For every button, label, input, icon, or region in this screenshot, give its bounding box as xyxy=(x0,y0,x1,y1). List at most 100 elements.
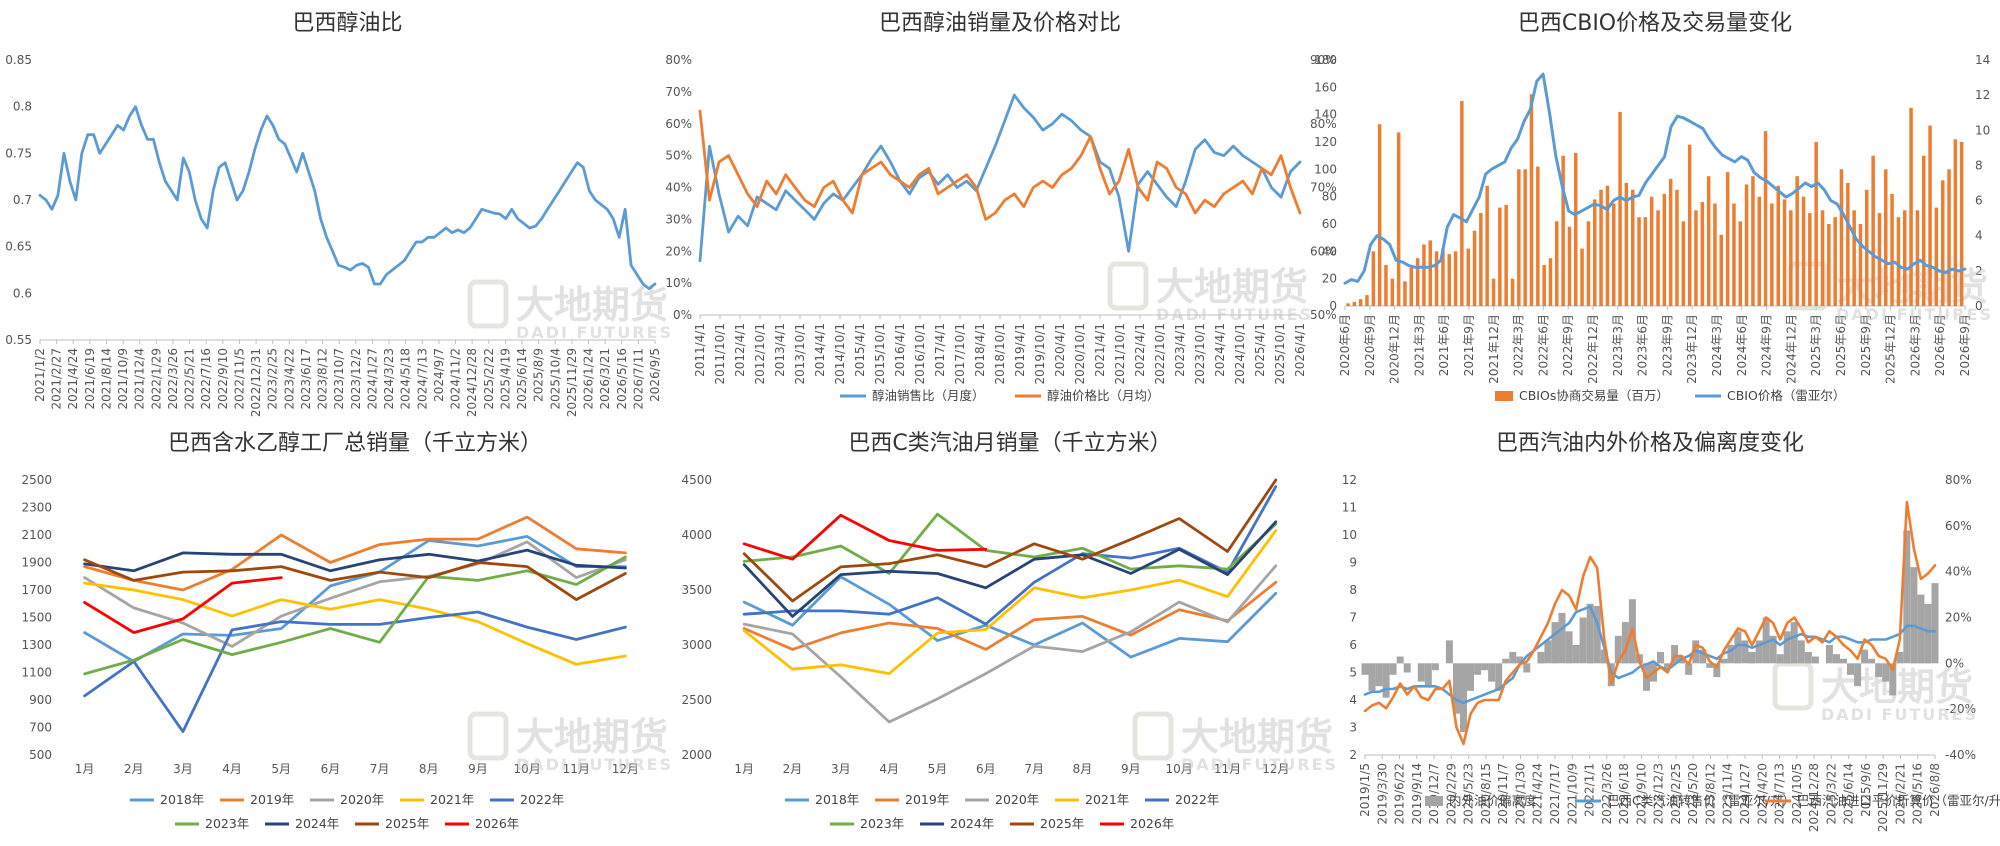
y-tick-label: 1100 xyxy=(21,666,52,680)
watermark-logo-icon xyxy=(467,279,509,329)
y2-tick-label: -40% xyxy=(1945,748,1976,762)
deviation-area-bar xyxy=(1614,635,1622,664)
legend-label: CBIOs协商交易量（百万） xyxy=(1519,388,1669,403)
volume-bar xyxy=(1485,185,1489,306)
x-tick-label: 2026/9/5 xyxy=(648,348,662,402)
x-tick-label: 2021/6/19 xyxy=(83,348,97,410)
volume-bar xyxy=(1719,234,1723,306)
y2-tick-label: 20% xyxy=(1945,611,1972,625)
volume-bar xyxy=(1441,248,1445,306)
x-tick-label: 4月 xyxy=(222,762,242,776)
deviation-area-bar xyxy=(1375,663,1383,687)
y-tick-label: 2500 xyxy=(681,693,712,707)
volume-bar xyxy=(1377,124,1382,306)
volume-bar xyxy=(1941,180,1945,306)
volume-bar xyxy=(1763,131,1768,306)
volume-bar xyxy=(1808,213,1812,306)
x-tick-label: 2021/7/17 xyxy=(1548,763,1562,825)
watermark-cn: 大地期货 xyxy=(1821,665,1973,709)
volume-bar xyxy=(1409,267,1413,306)
volume-bar xyxy=(1498,207,1502,306)
x-tick-label: 2019/12/7 xyxy=(1427,763,1441,825)
x-tick-label: 2026/4/1 xyxy=(1293,323,1307,377)
deviation-area-bar xyxy=(1488,663,1496,682)
deviation-area-bar xyxy=(1579,617,1587,664)
x-tick-label: 2020/5/23 xyxy=(1462,763,1476,825)
x-tick-label: 2024/7/13 xyxy=(415,348,429,410)
deviation-area-bar xyxy=(1361,663,1369,675)
y-tick-label: 12 xyxy=(1342,473,1357,487)
volume-bar xyxy=(1371,251,1376,306)
x-tick-label: 11月 xyxy=(563,762,590,776)
x-tick-label: 2022年9月 xyxy=(1561,314,1575,376)
x-tick-label: 2025年6月 xyxy=(1834,314,1848,376)
volume-bar xyxy=(1396,132,1401,306)
chart-title: 巴西C类汽油月销量（千立方米） xyxy=(848,431,1171,456)
x-tick-label: 2021年12月 xyxy=(1487,314,1501,384)
x-tick-label: 2011/4/1 xyxy=(693,323,707,377)
y2-tick-label: 80% xyxy=(1310,117,1337,131)
x-tick-label: 12月 xyxy=(612,762,639,776)
volume-bar xyxy=(1694,210,1698,306)
volume-bar xyxy=(1548,258,1553,306)
x-tick-label: 2020/11/7 xyxy=(1496,763,1510,825)
x-tick-label: 2025年12月 xyxy=(1884,314,1898,384)
volume-bar xyxy=(1725,172,1730,306)
y-tick-label: 4 xyxy=(1349,693,1357,707)
deviation-area-bar xyxy=(1769,635,1777,664)
deviation-area-bar xyxy=(1368,663,1376,691)
volume-bar xyxy=(1510,278,1515,306)
series-line xyxy=(83,548,627,573)
y2-tick-label: 40% xyxy=(1945,565,1972,579)
y2-tick-label: 10 xyxy=(1975,123,1990,137)
series-line xyxy=(698,93,1302,263)
deviation-area-bar xyxy=(1502,658,1510,664)
volume-bar xyxy=(1567,226,1572,306)
volume-bar xyxy=(1827,224,1831,306)
x-tick-label: 2022/6/18 xyxy=(1617,763,1631,825)
y-tick-label: 20 xyxy=(1322,272,1337,286)
x-tick-label: 2023/8/12 xyxy=(1703,763,1717,825)
deviation-area-bar xyxy=(1467,663,1474,691)
volume-bar xyxy=(1656,210,1660,306)
deviation-area-bar xyxy=(1882,663,1890,682)
x-tick-label: 2025/4/19 xyxy=(498,348,512,410)
y-tick-label: 80 xyxy=(1322,190,1337,204)
deviation-area-bar xyxy=(1868,658,1876,664)
x-tick-label: 6月 xyxy=(321,762,341,776)
series-line xyxy=(83,576,283,634)
deviation-area-bar xyxy=(1734,631,1742,664)
y-tick-label: 0.85 xyxy=(5,53,32,67)
series-line xyxy=(38,105,657,291)
chart-title: 巴西CBIO价格及交易量变化 xyxy=(1518,11,1792,36)
x-tick-label: 2023/6/17 xyxy=(299,348,313,410)
x-tick-label: 2022/11/5 xyxy=(232,348,246,410)
volume-bar xyxy=(1801,196,1806,306)
x-tick-label: 2021/1/2 xyxy=(33,348,47,402)
volume-bar xyxy=(1466,248,1470,306)
deviation-area-bar xyxy=(1396,656,1404,664)
legend-label: 2018年 xyxy=(815,792,859,807)
y-tick-label: 2500 xyxy=(21,473,52,487)
watermark-logo-icon xyxy=(1132,711,1174,761)
x-tick-label: 2024/4/1 xyxy=(1213,323,1227,377)
y-tick-label: 0.7 xyxy=(13,193,32,207)
y-tick-label: 40 xyxy=(1322,244,1337,258)
volume-bar xyxy=(1852,210,1856,306)
deviation-area-bar xyxy=(1847,663,1854,675)
x-tick-label: 5月 xyxy=(928,762,948,776)
x-tick-label: 6月 xyxy=(976,762,996,776)
deviation-area-bar xyxy=(1840,658,1847,664)
volume-bar xyxy=(1390,278,1395,306)
x-tick-label: 2021/1/30 xyxy=(1513,763,1527,825)
x-tick-label: 2025/10/4 xyxy=(548,348,562,410)
deviation-area-bar xyxy=(1833,654,1840,664)
x-tick-label: 2023年6月 xyxy=(1636,314,1650,376)
x-tick-label: 2019/4/1 xyxy=(1013,323,1027,377)
x-tick-label: 2022/3/26 xyxy=(1600,763,1614,825)
x-tick-label: 2021/4/24 xyxy=(1531,763,1545,825)
volume-bar xyxy=(1529,94,1534,306)
